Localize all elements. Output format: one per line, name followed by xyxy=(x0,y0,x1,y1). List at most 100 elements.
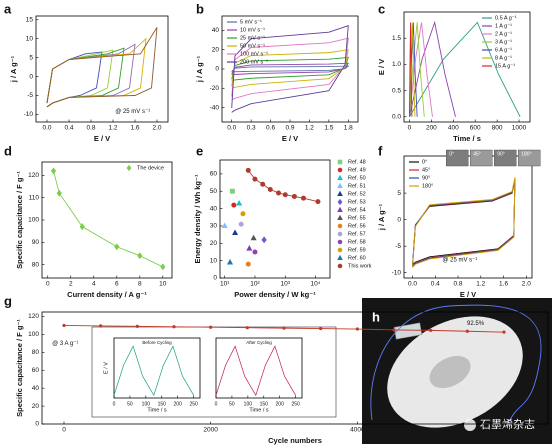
x-tick-label: 0 xyxy=(62,427,66,434)
y-tick-label: 60 xyxy=(210,171,218,178)
marker xyxy=(337,231,343,237)
annotation: 92.5% xyxy=(467,321,485,327)
y-tick-label: 0 xyxy=(35,421,39,428)
photo-hole xyxy=(429,355,471,389)
legend-label: 2 A g⁻¹ xyxy=(495,31,512,37)
annotation: @ 25 mV s⁻¹ xyxy=(442,257,477,263)
marker xyxy=(114,243,120,251)
x-tick-label: 200 xyxy=(426,125,437,132)
marker xyxy=(260,181,266,187)
series-line xyxy=(247,170,319,203)
legend-label: 200 mV s⁻¹ xyxy=(240,59,268,65)
y-tick-label: 20 xyxy=(32,403,40,410)
x-tick-label: 200 xyxy=(174,401,183,407)
plot-frame xyxy=(41,161,173,279)
series-line xyxy=(46,43,136,108)
legend-label: Ref. 59 xyxy=(348,247,366,253)
marker xyxy=(337,182,343,188)
marker xyxy=(240,211,246,217)
legend-label: 45° xyxy=(422,167,430,173)
x-tick-label: 0.4 xyxy=(431,281,440,288)
inset-photo-label: 180° xyxy=(521,151,531,157)
plot-frame xyxy=(215,337,303,399)
legend-label: The device xyxy=(137,165,164,171)
marker xyxy=(261,236,267,244)
marker xyxy=(209,325,213,329)
marker xyxy=(252,176,258,182)
y-tick-label: 120 xyxy=(28,313,39,320)
x-tick-label: 1.8 xyxy=(344,125,353,132)
marker xyxy=(232,229,239,235)
x-tick-label: 800 xyxy=(492,125,503,132)
marker xyxy=(465,329,469,333)
x-tick-label: 6 xyxy=(115,281,119,288)
inset-photo xyxy=(446,149,469,167)
legend-label: 0.5 A g⁻¹ xyxy=(495,15,517,21)
y-tick-label: 0.5 xyxy=(392,87,401,94)
x-axis-label: E / V xyxy=(460,290,476,299)
legend-label: Ref. 60 xyxy=(348,255,366,261)
y-tick-label: 0 xyxy=(213,275,217,282)
x-tick-label: 0 xyxy=(215,401,218,407)
marker xyxy=(300,195,306,201)
x-tick-label: 50 xyxy=(229,401,235,407)
y-axis-label: Specific capacitance / F g⁻¹ xyxy=(15,171,24,269)
x-tick-label: 150 xyxy=(158,401,167,407)
marker xyxy=(337,247,343,253)
marker xyxy=(56,189,62,197)
annotation: @ 25 mV s⁻¹ xyxy=(115,109,150,115)
x-tick-label: 0.0 xyxy=(408,281,417,288)
y-tick-label: -10 xyxy=(24,111,34,118)
series-line xyxy=(113,345,194,397)
series-line xyxy=(409,21,521,117)
x-axis-label: Time / s xyxy=(249,407,269,413)
series-line xyxy=(231,49,349,89)
y-tick-label: 60 xyxy=(32,367,40,374)
panel-label: g xyxy=(4,293,12,308)
y-tick-label: 0 xyxy=(29,73,33,80)
x-tick-label: 2.0 xyxy=(522,281,531,288)
y-tick-label: 20 xyxy=(212,46,220,53)
legend-label: 180° xyxy=(422,183,433,189)
marker xyxy=(337,159,343,165)
plot-frame xyxy=(41,311,549,425)
marker xyxy=(245,167,251,173)
y-axis-label: Energy density / Wh kg⁻¹ xyxy=(193,174,202,263)
x-tick-label: 10³ xyxy=(281,281,291,288)
x-axis-label: Cycle numbers xyxy=(268,436,322,445)
marker xyxy=(337,263,343,269)
legend-label: Ref. 55 xyxy=(348,215,366,221)
x-tick-label: 1.5 xyxy=(324,125,333,132)
inset-photo-label: 90° xyxy=(497,151,505,157)
y-tick-label: 1.5 xyxy=(392,35,401,42)
x-axis-label: E / V xyxy=(94,134,110,143)
series-line xyxy=(412,177,516,268)
y-tick-label: -10 xyxy=(392,269,402,276)
y-tick-label: 0 xyxy=(215,66,219,73)
legend-label: 8 A g⁻¹ xyxy=(495,55,512,61)
legend-label: 100 mV s⁻¹ xyxy=(240,51,268,57)
x-tick-label: 100 xyxy=(142,401,151,407)
y-tick-label: 1.0 xyxy=(392,61,401,68)
x-tick-label: 0.0 xyxy=(42,125,51,132)
y-tick-label: 30 xyxy=(210,223,218,230)
y-tick-label: 100 xyxy=(28,331,39,338)
marker xyxy=(337,167,343,173)
marker xyxy=(221,222,228,229)
watermark: 石墨烯杂志 xyxy=(480,418,535,431)
panel-label: d xyxy=(4,143,12,158)
y-tick-label: 80 xyxy=(32,349,40,356)
x-tick-label: 1.6 xyxy=(130,125,139,132)
x-tick-label: 8 xyxy=(138,281,142,288)
legend-label: This work xyxy=(348,263,372,269)
x-tick-label: 4 xyxy=(92,281,96,288)
y-tick-label: 40 xyxy=(32,385,40,392)
y-tick-label: 110 xyxy=(29,194,40,201)
x-tick-label: 2 xyxy=(69,281,73,288)
plot-frame xyxy=(219,159,331,279)
plot-frame xyxy=(403,11,531,123)
legend-label: 3 A g⁻¹ xyxy=(495,39,512,45)
inset-title: Before Cycling xyxy=(142,340,172,345)
photo-wire xyxy=(370,304,542,421)
